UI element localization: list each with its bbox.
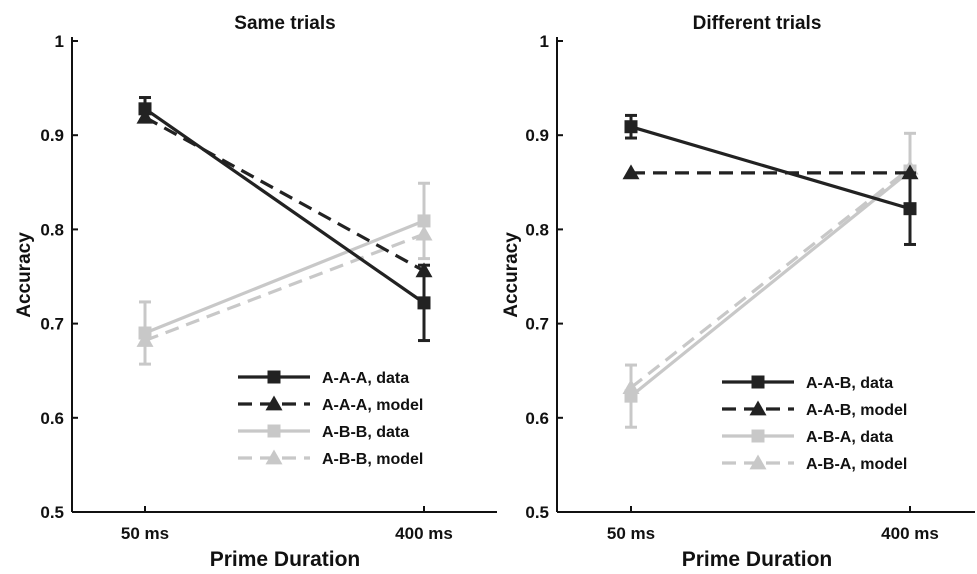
y-tick-label: 0.5 <box>525 503 549 522</box>
legend-marker <box>267 370 281 384</box>
series-line <box>630 125 911 211</box>
series-line <box>630 166 911 389</box>
legend-marker <box>265 449 283 465</box>
x-axis-label: Prime Duration <box>210 548 361 571</box>
data-point <box>415 225 433 241</box>
different-trials-panel: Different trials Prime Duration Accuracy… <box>501 13 975 571</box>
series-line <box>144 219 425 335</box>
series-line <box>629 169 912 398</box>
y-tick-label: 0.8 <box>525 220 549 239</box>
y-tick-label: 0.7 <box>40 315 64 334</box>
same-trials-panel: Same trials Prime Duration Accuracy 0.5 0… <box>14 13 497 571</box>
series-line <box>144 115 425 273</box>
y-axis-label: Accuracy <box>14 232 35 318</box>
x-tick-label: 400 ms <box>881 524 939 543</box>
series-line <box>144 232 425 343</box>
panel-title: Different trials <box>693 13 822 34</box>
y-tick-label: 1 <box>55 32 64 51</box>
data-point <box>417 214 431 228</box>
data-point <box>901 164 919 180</box>
series-line <box>144 107 425 305</box>
data-point <box>624 120 638 134</box>
y-tick-label: 0.8 <box>40 220 64 239</box>
x-axis-label: Prime Duration <box>682 548 833 571</box>
panel-title: Same trials <box>234 13 335 34</box>
data-point <box>622 379 640 395</box>
x-tick-label: 50 ms <box>607 524 655 543</box>
data-point <box>903 202 917 216</box>
y-tick-label: 0.6 <box>525 409 549 428</box>
data-point <box>417 296 431 310</box>
data-point <box>136 108 154 124</box>
legend-marker <box>267 424 281 438</box>
data-point <box>136 332 154 347</box>
y-tick-label: 0.9 <box>40 126 64 145</box>
x-tick-label: 400 ms <box>395 524 453 543</box>
legend-label: A-B-B, data <box>322 424 409 441</box>
legend-label: A-A-B, data <box>806 375 893 392</box>
data-point <box>415 262 433 278</box>
y-tick-label: 0.7 <box>525 315 549 334</box>
legend-marker <box>751 375 765 389</box>
legend-label: A-A-A, model <box>322 397 423 414</box>
legend-marker <box>749 400 767 416</box>
legend-label: A-A-B, model <box>806 402 907 419</box>
y-tick-label: 0.6 <box>40 409 64 428</box>
legend-marker <box>265 395 283 411</box>
legend-label: A-A-A, data <box>322 370 409 387</box>
y-tick-label: 1 <box>540 32 549 51</box>
legend-label: A-B-A, data <box>806 429 893 446</box>
y-tick-label: 0.9 <box>525 126 549 145</box>
y-axis-label: Accuracy <box>501 232 522 318</box>
legend-label: A-B-A, model <box>806 456 907 473</box>
legend-marker <box>751 429 765 443</box>
legend-label: A-B-B, model <box>322 451 423 468</box>
y-tick-label: 0.5 <box>40 503 64 522</box>
legend-marker <box>749 454 767 470</box>
data-point <box>622 164 640 180</box>
x-tick-label: 50 ms <box>121 524 169 543</box>
